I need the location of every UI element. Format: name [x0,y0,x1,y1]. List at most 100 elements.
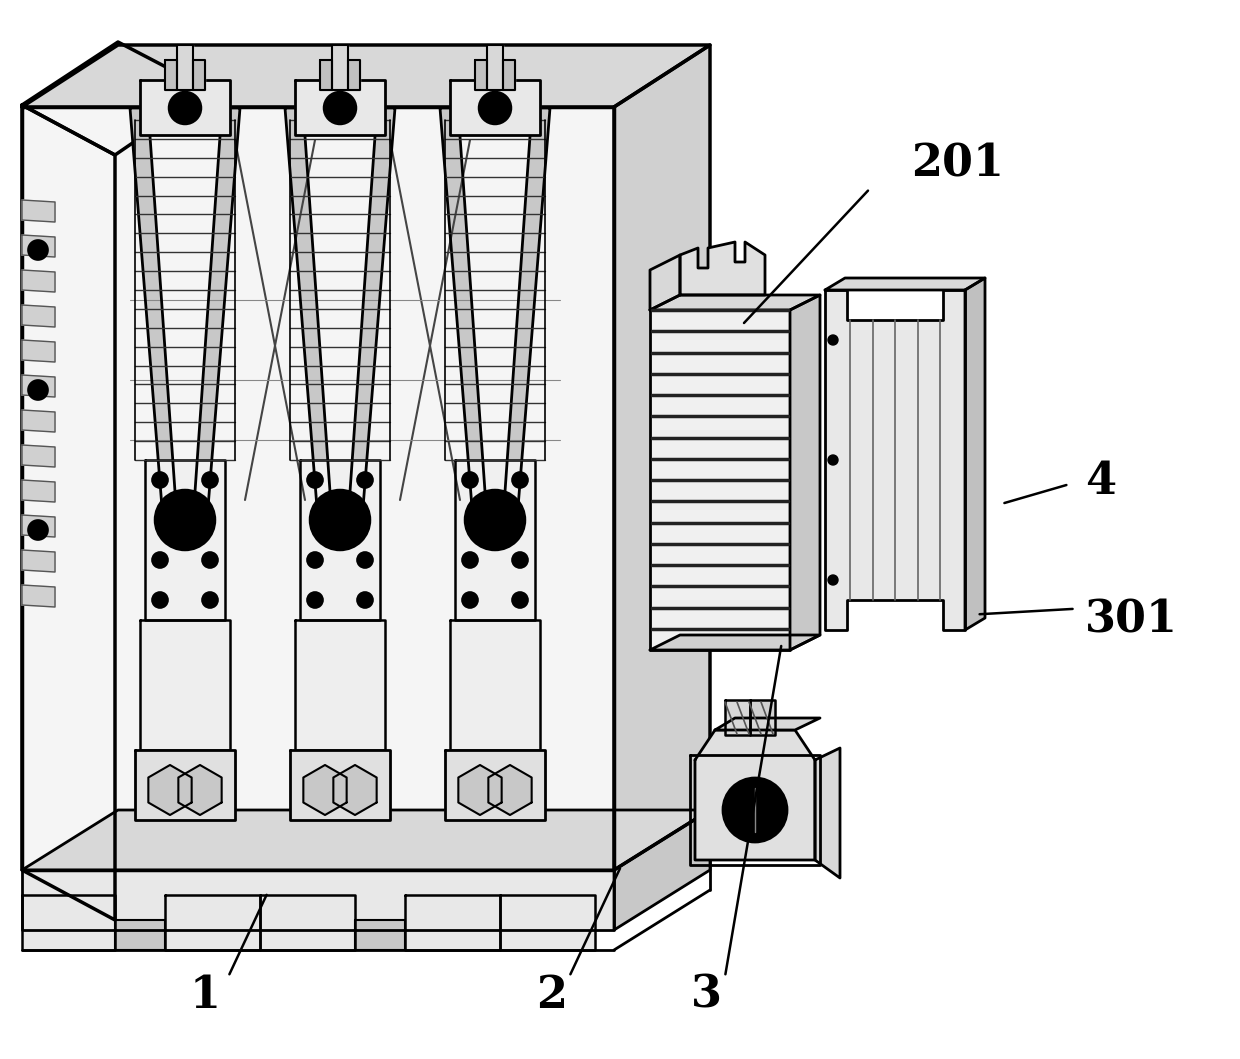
Circle shape [828,455,838,465]
Polygon shape [348,108,396,520]
Polygon shape [650,295,820,310]
Circle shape [512,552,528,568]
Polygon shape [440,108,487,520]
Circle shape [357,552,373,568]
Polygon shape [614,810,711,930]
Circle shape [171,506,198,534]
Polygon shape [22,44,711,107]
Circle shape [332,100,348,116]
Polygon shape [22,585,55,607]
Polygon shape [489,765,532,815]
Circle shape [512,592,528,608]
Polygon shape [115,920,165,950]
Circle shape [324,92,356,124]
Polygon shape [348,60,360,90]
Circle shape [153,592,167,608]
Circle shape [465,490,525,550]
Polygon shape [22,480,55,502]
Polygon shape [22,445,55,467]
Polygon shape [135,750,236,820]
Circle shape [357,592,373,608]
Polygon shape [130,108,177,520]
Polygon shape [694,730,815,860]
Polygon shape [22,105,115,920]
Polygon shape [22,810,711,870]
Polygon shape [815,748,839,878]
Polygon shape [487,44,503,90]
Circle shape [723,778,787,842]
Text: 4: 4 [1085,461,1116,503]
Polygon shape [295,80,384,134]
Polygon shape [22,42,210,155]
Circle shape [828,575,838,585]
Polygon shape [300,460,379,620]
Circle shape [463,472,477,488]
Polygon shape [165,895,260,950]
Polygon shape [22,515,55,537]
Circle shape [308,472,322,488]
Polygon shape [304,765,347,815]
Polygon shape [193,60,205,90]
Circle shape [202,592,218,608]
Polygon shape [22,270,55,292]
Polygon shape [22,870,614,930]
Text: 301: 301 [1085,598,1178,641]
Polygon shape [22,410,55,432]
Polygon shape [405,895,500,950]
Circle shape [153,472,167,488]
Polygon shape [750,700,775,735]
Circle shape [308,592,322,608]
Circle shape [202,472,218,488]
Polygon shape [177,44,193,90]
Circle shape [512,472,528,488]
Polygon shape [825,290,965,630]
Polygon shape [650,310,790,650]
Circle shape [463,592,477,608]
Polygon shape [332,44,348,90]
Polygon shape [320,60,332,90]
Polygon shape [450,620,539,750]
Circle shape [202,552,218,568]
Polygon shape [260,895,355,950]
Polygon shape [22,895,115,950]
Circle shape [169,92,201,124]
Polygon shape [334,765,377,815]
Polygon shape [455,460,534,620]
Polygon shape [193,108,241,520]
Polygon shape [295,620,384,750]
Circle shape [326,506,353,534]
Circle shape [357,472,373,488]
Polygon shape [179,765,222,815]
Circle shape [153,552,167,568]
Polygon shape [965,279,985,630]
Circle shape [29,380,48,400]
Polygon shape [500,895,595,950]
Polygon shape [22,340,55,362]
Polygon shape [22,200,55,222]
Polygon shape [475,60,487,90]
Polygon shape [459,765,502,815]
Polygon shape [503,108,551,520]
Circle shape [481,506,508,534]
Text: 3: 3 [692,974,722,1017]
Circle shape [463,552,477,568]
Polygon shape [140,620,229,750]
Circle shape [177,100,193,116]
Circle shape [310,490,370,550]
Circle shape [308,552,322,568]
Polygon shape [450,80,539,134]
Circle shape [29,240,48,261]
Polygon shape [140,80,229,134]
Text: 201: 201 [911,143,1004,185]
Polygon shape [680,243,765,295]
Polygon shape [145,460,224,620]
Polygon shape [285,108,332,520]
Polygon shape [149,765,192,815]
Circle shape [155,490,215,550]
Circle shape [487,100,503,116]
Polygon shape [825,279,985,290]
Polygon shape [445,750,546,820]
Polygon shape [22,375,55,397]
Polygon shape [614,44,711,870]
Polygon shape [22,235,55,257]
